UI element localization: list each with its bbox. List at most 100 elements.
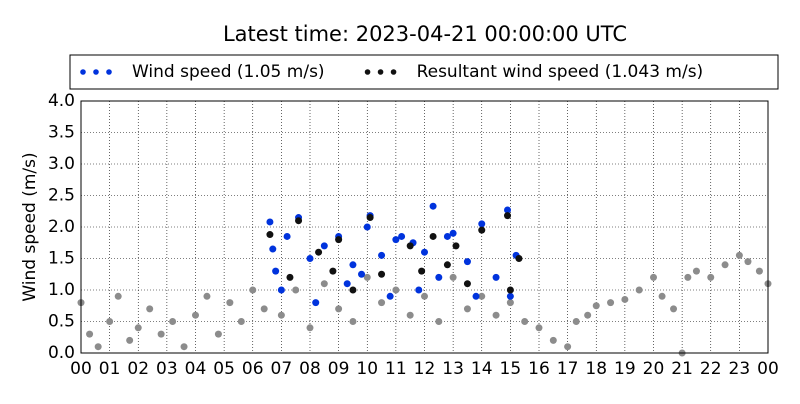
data-point [180, 343, 188, 351]
legend-marker [106, 69, 112, 75]
data-point [421, 292, 428, 300]
data-point [635, 286, 643, 294]
data-point [721, 261, 729, 269]
data-point [358, 270, 366, 278]
data-point [306, 324, 314, 332]
data-point [506, 299, 514, 307]
y-tick-label: 1.0 [48, 280, 75, 300]
data-point [386, 292, 394, 300]
data-point [295, 217, 303, 225]
data-point [260, 305, 268, 313]
data-point [157, 330, 165, 338]
y-tick-label: 3.5 [48, 123, 75, 143]
legend-marker [364, 69, 371, 75]
legend-marker [390, 69, 397, 75]
x-tick-label: 02 [127, 359, 149, 379]
data-point [363, 223, 371, 231]
data-point [435, 273, 443, 281]
data-point [549, 336, 557, 344]
data-point [406, 311, 414, 319]
data-point [378, 270, 386, 278]
x-tick-label: 10 [356, 359, 378, 379]
data-point [564, 343, 572, 351]
legend-marker [377, 69, 384, 75]
data-point [472, 292, 480, 300]
data-point [607, 299, 615, 307]
x-tick-label: 08 [299, 359, 321, 379]
x-tick-label: 09 [328, 359, 350, 379]
data-point [266, 231, 274, 239]
x-tick-label: 22 [700, 359, 722, 379]
data-point [272, 267, 280, 275]
x-tick-label: 16 [528, 359, 550, 379]
y-tick-label: 2.0 [48, 217, 75, 237]
data-point [658, 292, 666, 300]
data-point [443, 232, 451, 240]
y-tick-label: 3.0 [48, 154, 75, 174]
data-point [378, 299, 386, 307]
data-point [452, 242, 460, 250]
legend-box [69, 54, 779, 90]
x-tick-label: 17 [557, 359, 579, 379]
data-point [134, 324, 142, 332]
y-tick-label: 1.5 [48, 249, 75, 269]
data-point [506, 286, 514, 294]
data-point [421, 248, 428, 256]
data-point [670, 305, 678, 313]
data-point [478, 292, 486, 300]
y-tick-label: 4.0 [48, 91, 75, 111]
data-point [292, 286, 300, 294]
x-tick-label: 03 [156, 359, 178, 379]
data-point [203, 292, 211, 300]
data-point [504, 206, 512, 214]
data-point [283, 232, 291, 240]
data-point [269, 245, 277, 253]
data-point [312, 299, 320, 307]
data-point [335, 305, 343, 313]
data-point [315, 248, 323, 256]
data-point [478, 220, 486, 228]
x-tick-label: 20 [643, 359, 665, 379]
data-point [492, 273, 500, 281]
data-point [707, 273, 715, 281]
data-point [392, 236, 400, 244]
data-point [463, 258, 471, 266]
data-point [463, 280, 471, 288]
data-point [755, 267, 763, 275]
data-point [277, 286, 285, 294]
data-point [378, 251, 386, 259]
x-tick-label: 01 [99, 359, 121, 379]
data-point [592, 302, 600, 310]
data-point [192, 311, 199, 319]
data-point [392, 286, 400, 294]
data-point [504, 212, 512, 220]
chart-title: Latest time: 2023-04-21 00:00:00 UTC [223, 22, 627, 46]
data-point [463, 305, 471, 313]
x-tick-label: 14 [471, 359, 493, 379]
data-point [214, 330, 222, 338]
legend-marker [80, 69, 86, 75]
data-point [106, 318, 114, 325]
data-point [735, 251, 743, 259]
data-point [572, 318, 580, 325]
x-tick-label: 06 [242, 359, 264, 379]
data-point [692, 267, 700, 275]
data-point [684, 273, 692, 281]
data-point [237, 318, 245, 325]
data-point [114, 292, 122, 300]
data-point [320, 242, 328, 250]
x-tick-label: 13 [442, 359, 464, 379]
x-tick-label: 18 [585, 359, 607, 379]
data-point [418, 267, 426, 275]
legend-marker [93, 69, 99, 75]
x-tick-label: 15 [500, 359, 522, 379]
data-point [443, 261, 451, 269]
data-point [329, 267, 337, 275]
data-point [621, 295, 629, 303]
data-point [535, 324, 543, 332]
data-point [335, 236, 343, 244]
data-point [306, 255, 314, 262]
data-point [429, 232, 437, 240]
data-point [435, 318, 443, 325]
x-tick-label: 04 [185, 359, 207, 379]
